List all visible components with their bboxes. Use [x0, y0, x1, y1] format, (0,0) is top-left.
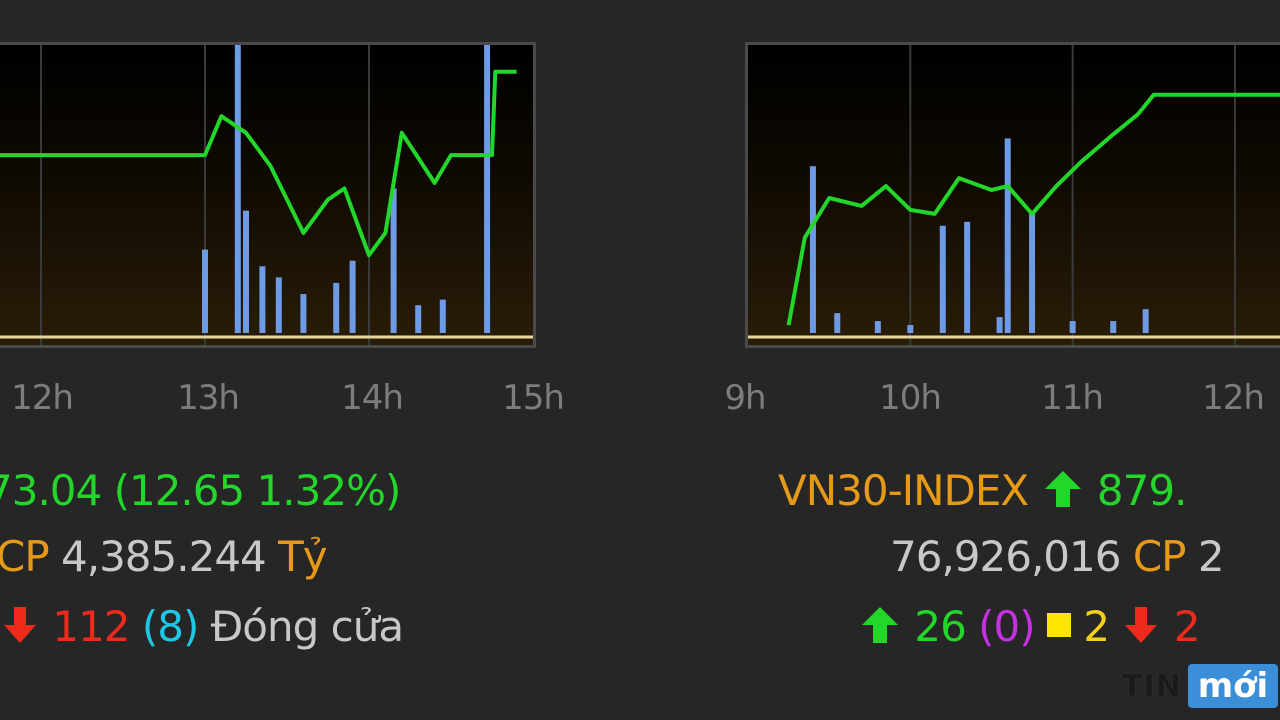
left-value-traded: 4,385.244 [61, 532, 267, 581]
volume-bar [202, 249, 208, 333]
watermark-logo: TIN mới [1122, 664, 1279, 708]
square-icon [1047, 613, 1072, 637]
volume-bar [1142, 309, 1149, 333]
arrow-up-icon [1044, 471, 1081, 507]
volume-bar [1029, 213, 1036, 333]
watermark-text-b: mới [1187, 664, 1279, 708]
left-status: Đóng cửa [210, 602, 404, 651]
left-cp-label: CP [0, 532, 50, 581]
arrow-up-icon [862, 607, 898, 643]
volume-bar [907, 325, 914, 333]
left-ceiling-count: (8) [141, 602, 199, 651]
volume-bar [349, 260, 356, 333]
right-cp-label: CP [1132, 532, 1187, 581]
volume-bar [234, 45, 241, 333]
x-tick-label: 9h [724, 378, 766, 418]
right-volume: 76,926,016 [890, 532, 1121, 581]
volume-bar [1069, 321, 1076, 333]
right-breadth-row: 26 (0) 2 2 [858, 602, 1201, 651]
volume-bar [390, 188, 397, 333]
volume-bar [259, 266, 266, 333]
right-down-count: 2 [1173, 602, 1201, 651]
chart-right [745, 42, 1280, 348]
x-tick-label: 12h [1202, 378, 1265, 418]
arrow-down-icon [4, 607, 36, 643]
right-ceiling-count: (0) [978, 602, 1035, 651]
x-tick-label: 11h [1041, 378, 1104, 418]
right-index-value: 879. [1096, 466, 1188, 515]
volume-bar [1004, 138, 1011, 333]
volume-bar [996, 317, 1003, 333]
left-value-row: CP 4,385.244 Tỷ [0, 532, 328, 581]
x-tick-label: 14h [341, 378, 404, 418]
right-index-name: VN30-INDEX [778, 466, 1029, 515]
index-line [786, 92, 1280, 326]
watermark-text-a: TIN [1122, 668, 1182, 704]
left-breadth-row: 112 (8) Đóng cửa [0, 602, 404, 651]
volume-bar [964, 221, 971, 333]
volume-bar [439, 299, 446, 333]
left-down-count: 112 [52, 602, 130, 651]
volume-bar [809, 166, 816, 333]
right-up-count: 26 [914, 602, 966, 651]
volume-bar [874, 321, 881, 333]
right-value-prefix: 2 [1197, 532, 1225, 581]
right-index-row: VN30-INDEX 879. [778, 466, 1188, 515]
chart-right-plot [748, 45, 1280, 345]
volume-bar [939, 225, 946, 333]
volume-bar [333, 282, 340, 333]
volume-bar [300, 294, 307, 333]
arrow-down-icon [1125, 607, 1158, 643]
chart-left-plot [0, 45, 533, 345]
right-volume-row: 76,926,016 CP 2 [890, 532, 1225, 581]
left-currency: Tỷ [278, 532, 328, 581]
index-line [0, 69, 517, 258]
x-tick-label: 13h [177, 378, 240, 418]
volume-bar [484, 45, 491, 333]
volume-bar [834, 313, 841, 333]
x-tick-label: 12h [11, 378, 74, 418]
left-index-value-change: 73.04 (12.65 1.32%) [0, 466, 401, 515]
volume-bar [275, 277, 282, 333]
volume-bar [415, 305, 422, 333]
x-tick-label: 10h [879, 378, 942, 418]
chart-left [0, 42, 536, 348]
volume-bar [1110, 321, 1117, 333]
right-unchanged-count: 2 [1083, 602, 1110, 651]
volume-bar [243, 210, 249, 333]
x-tick-label: 15h [502, 378, 565, 418]
